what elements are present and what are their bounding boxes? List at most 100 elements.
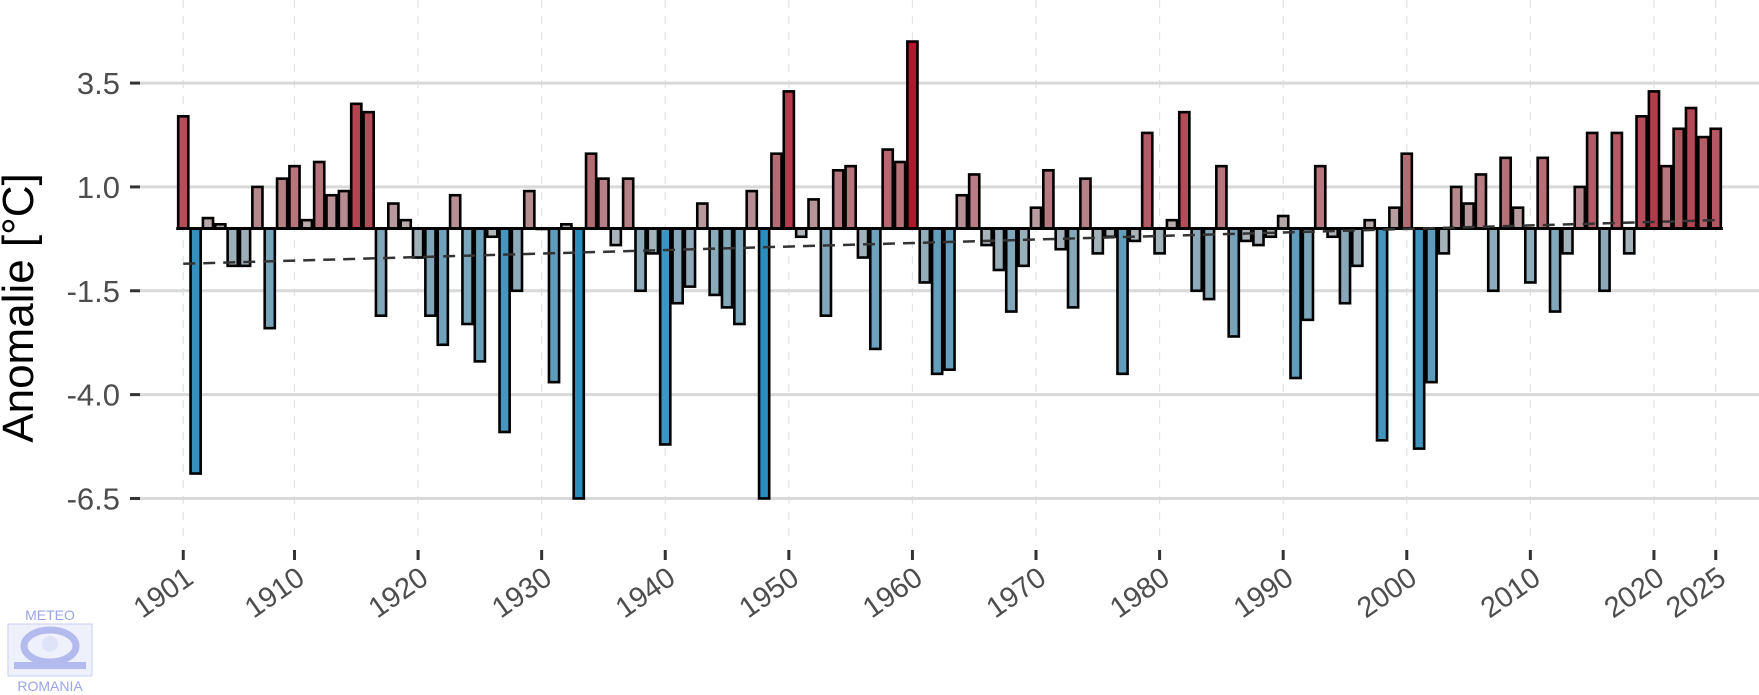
- bar-1978: [1128, 227, 1142, 243]
- bar-1950: [782, 90, 796, 230]
- bar-1940: [658, 227, 672, 446]
- y-axis-label: Anomalie [°C]: [0, 173, 43, 442]
- bar-1941: [671, 227, 684, 305]
- bar-1955: [844, 164, 857, 230]
- bar-1984: [1202, 227, 1216, 301]
- bar-1969: [1017, 227, 1031, 268]
- bar-2020: [1647, 90, 1661, 230]
- y-tick-label: 3.5: [77, 66, 120, 101]
- bar-1902: [189, 227, 202, 475]
- bar-1952: [807, 198, 820, 230]
- bar-2018: [1622, 227, 1636, 255]
- bar-1993: [1313, 164, 1327, 230]
- y-tick-label: -1.5: [67, 274, 120, 309]
- x-tick-label: 2010: [1475, 562, 1546, 625]
- logo-top-text: METEO: [25, 607, 75, 623]
- x-tick-label: 1940: [610, 562, 681, 625]
- bar-1998: [1375, 227, 1389, 442]
- x-tick-label: 2025: [1661, 562, 1732, 625]
- bar-2007: [1486, 227, 1500, 293]
- bar-2011: [1536, 156, 1550, 230]
- bar-1975: [1091, 227, 1105, 255]
- bar-1959: [893, 160, 907, 230]
- y-axis: 3.5 1.0 -1.5 -4.0 -6.5: [67, 66, 140, 516]
- bar-1986: [1227, 227, 1241, 338]
- bar-2001: [1412, 227, 1426, 450]
- x-tick-label: 1950: [734, 562, 805, 625]
- bar-1949: [770, 152, 783, 230]
- bar-1942: [683, 227, 697, 288]
- bar-1923: [448, 193, 462, 230]
- bar-1936: [609, 227, 623, 247]
- bar-2010: [1523, 227, 1537, 284]
- bar-1964: [955, 193, 969, 230]
- bar-1970: [1029, 206, 1043, 230]
- x-tick-label: 2020: [1599, 562, 1670, 625]
- bar-2014: [1573, 185, 1587, 230]
- bar-2024: [1697, 135, 1710, 230]
- bar-1965: [967, 173, 981, 230]
- bar-1957: [868, 227, 882, 351]
- bar-1954: [831, 169, 845, 230]
- bar-2008: [1499, 156, 1513, 230]
- bar-2017: [1610, 131, 1624, 230]
- bar-1935: [597, 177, 610, 230]
- bar-2006: [1474, 173, 1488, 230]
- bar-1983: [1190, 227, 1204, 293]
- bar-1917: [374, 227, 388, 317]
- bar-1977: [1116, 227, 1129, 376]
- x-tick-label: 1980: [1104, 562, 1175, 625]
- x-tick-label: 1960: [857, 562, 928, 625]
- grid: [140, 0, 1759, 540]
- bar-1906: [238, 227, 252, 268]
- bar-1988: [1252, 227, 1265, 247]
- bar-2005: [1462, 202, 1475, 230]
- bar-1915: [349, 102, 363, 230]
- bar-1963: [943, 227, 956, 371]
- bar-1999: [1388, 206, 1401, 230]
- bar-1937: [621, 177, 635, 230]
- bar-1992: [1301, 227, 1315, 322]
- bar-1910: [288, 164, 301, 230]
- bar-2016: [1598, 227, 1611, 293]
- bar-1991: [1289, 227, 1302, 380]
- bar-1982: [1177, 110, 1191, 230]
- bar-2019: [1635, 115, 1648, 230]
- bar-1960: [906, 40, 919, 230]
- bar-1922: [436, 227, 450, 347]
- bar-2022: [1672, 127, 1686, 230]
- x-tick-label: 1910: [239, 562, 310, 625]
- bar-2002: [1425, 227, 1438, 384]
- x-tick-label: 1930: [486, 562, 557, 625]
- bar-1980: [1153, 227, 1166, 255]
- bar-2004: [1449, 185, 1463, 230]
- bar-1938: [634, 227, 647, 293]
- bar-1961: [918, 227, 932, 284]
- bar-1913: [325, 193, 338, 230]
- bar-1918: [386, 202, 400, 230]
- bar-1909: [275, 177, 289, 230]
- bar-1947: [745, 189, 759, 230]
- bar-1905: [226, 227, 240, 268]
- bar-1946: [733, 227, 746, 326]
- bar-2000: [1400, 152, 1414, 230]
- bar-1958: [881, 148, 895, 230]
- bar-1921: [424, 227, 437, 317]
- bar-1916: [362, 110, 376, 230]
- bar-1962: [930, 227, 944, 376]
- bar-1933: [572, 227, 586, 500]
- trend-line: [183, 218, 1716, 266]
- bar-2025: [1709, 127, 1723, 230]
- bar-1953: [819, 227, 833, 317]
- x-tick-label: 1901: [128, 562, 199, 625]
- bar-1956: [856, 227, 870, 259]
- bar-1995: [1338, 227, 1352, 305]
- bar-1985: [1215, 164, 1228, 230]
- bar-1912: [312, 160, 326, 230]
- bar-1924: [461, 227, 474, 326]
- x-axis: 1901 1910 1920 1930 1940 1950 1960 1970 1980 1990…: [128, 550, 1732, 625]
- bar-1931: [547, 227, 561, 384]
- bar-2021: [1659, 164, 1673, 230]
- bar-1928: [510, 227, 524, 293]
